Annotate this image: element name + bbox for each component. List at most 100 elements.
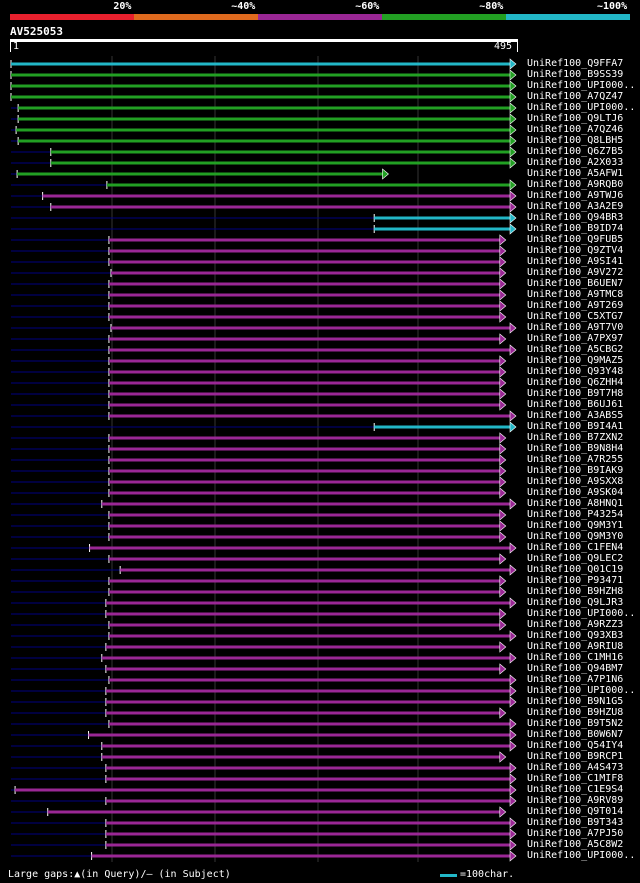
hit-label[interactable]: UniRef100_A9RZZ3: [527, 619, 624, 630]
hit-label[interactable]: UniRef100_UPI000..: [527, 80, 636, 91]
hit-label[interactable]: UniRef100_UPI000..: [527, 102, 636, 113]
hit-label[interactable]: UniRef100_Q93XB3: [527, 630, 624, 641]
hit-label[interactable]: UniRef100_B6UEN7: [527, 278, 624, 289]
hit-label[interactable]: UniRef100_B9SS39: [527, 69, 624, 80]
hit-label[interactable]: UniRef100_B9N1G5: [527, 696, 624, 707]
alignment-bar: [108, 469, 501, 473]
hit-label[interactable]: UniRef100_A9TMC8: [527, 289, 624, 300]
hit-label[interactable]: UniRef100_Q8LBH5: [527, 135, 624, 146]
hit-label[interactable]: UniRef100_B9IAK9: [527, 465, 624, 476]
alignment-arrow: [499, 234, 507, 246]
hit-label[interactable]: UniRef100_A9SXX8: [527, 476, 624, 487]
hit-label[interactable]: UniRef100_A9RIU8: [527, 641, 624, 652]
hit-label[interactable]: UniRef100_B7ZXN2: [527, 432, 624, 443]
alignment-row: [11, 817, 517, 829]
hit-label[interactable]: UniRef100_A8HNQ1: [527, 498, 624, 509]
hit-label[interactable]: UniRef100_UPI000..: [527, 850, 636, 861]
alignment-bar: [108, 392, 501, 396]
alignment-bar: [18, 106, 512, 110]
hit-label[interactable]: UniRef100_Q9FUB5: [527, 234, 624, 245]
alignment-row: [11, 234, 507, 246]
hit-label[interactable]: UniRef100_A9T269: [527, 300, 624, 311]
hit-label[interactable]: UniRef100_A9TWJ6: [527, 190, 624, 201]
hit-label[interactable]: UniRef100_A7PJ50: [527, 828, 624, 839]
hit-label[interactable]: UniRef100_B9HZH8: [527, 586, 624, 597]
hit-label[interactable]: UniRef100_A9V272: [527, 267, 624, 278]
hit-label[interactable]: UniRef100_B9T7H8: [527, 388, 624, 399]
hit-label[interactable]: UniRef100_B0W6N7: [527, 729, 624, 740]
hit-label[interactable]: UniRef100_Q9MAZ5: [527, 355, 624, 366]
legend-label-2: ~60%: [355, 1, 380, 12]
hit-label[interactable]: UniRef100_Q01C19: [527, 564, 624, 575]
hit-label[interactable]: UniRef100_A3ABS5: [527, 410, 624, 421]
alignment-arrow: [499, 531, 507, 543]
hit-label[interactable]: UniRef100_Q9M3Y0: [527, 531, 624, 542]
alignment-row: [11, 751, 507, 763]
hit-label[interactable]: UniRef100_UPI000..: [527, 685, 636, 696]
hit-label[interactable]: UniRef100_Q9FFA7: [527, 58, 624, 69]
hit-label[interactable]: UniRef100_B9ID74: [527, 223, 624, 234]
hit-label[interactable]: UniRef100_Q94BM7: [527, 663, 624, 674]
hit-label[interactable]: UniRef100_Q94BR3: [527, 212, 624, 223]
alignment-row: [11, 223, 517, 235]
alignment-bar: [101, 656, 511, 660]
hit-label[interactable]: UniRef100_B9RCP1: [527, 751, 624, 762]
hit-label[interactable]: UniRef100_Q9LJR3: [527, 597, 624, 608]
hit-label[interactable]: UniRef100_Q6ZHH4: [527, 377, 624, 388]
alignment-arrow: [509, 817, 517, 829]
alignment-row: [11, 388, 507, 400]
hit-label[interactable]: UniRef100_C1FEN4: [527, 542, 624, 553]
hit-label[interactable]: UniRef100_B9N8H4: [527, 443, 624, 454]
hit-label[interactable]: UniRef100_A9SI41: [527, 256, 624, 267]
alignment-row: [11, 113, 517, 125]
hit-label[interactable]: UniRef100_A7QZ47: [527, 91, 624, 102]
hit-label[interactable]: UniRef100_Q9T014: [527, 806, 624, 817]
hit-label[interactable]: UniRef100_A7P1N6: [527, 674, 624, 685]
hit-label[interactable]: UniRef100_A9T7V0: [527, 322, 624, 333]
hit-label[interactable]: UniRef100_P43254: [527, 509, 624, 520]
hit-label[interactable]: UniRef100_A7PX97: [527, 333, 624, 344]
hit-label[interactable]: UniRef100_B9I4A1: [527, 421, 624, 432]
hit-label[interactable]: UniRef100_A2X033: [527, 157, 624, 168]
hit-label[interactable]: UniRef100_B9T343: [527, 817, 624, 828]
hit-label[interactable]: UniRef100_C1MIF8: [527, 773, 624, 784]
hit-label[interactable]: UniRef100_P93471: [527, 575, 624, 586]
hit-label[interactable]: UniRef100_A7QZ46: [527, 124, 624, 135]
alignment-bar: [108, 579, 501, 583]
hit-label[interactable]: UniRef100_A3A2E9: [527, 201, 624, 212]
hit-label[interactable]: UniRef100_A5CBG2: [527, 344, 624, 355]
hit-label[interactable]: UniRef100_A9SK04: [527, 487, 624, 498]
hit-label[interactable]: UniRef100_C1E9S4: [527, 784, 624, 795]
alignment-bar: [91, 854, 512, 858]
legend-label-4: ~100%: [597, 1, 628, 12]
hit-label[interactable]: UniRef100_Q54IY4: [527, 740, 624, 751]
alignment-bar: [108, 304, 501, 308]
hit-label[interactable]: UniRef100_A9RV89: [527, 795, 624, 806]
hit-label[interactable]: UniRef100_Q9LTJ6: [527, 113, 624, 124]
alignment-arrow: [509, 762, 517, 774]
alignment-row: [11, 333, 507, 345]
hit-label[interactable]: UniRef100_Q6Z7B5: [527, 146, 624, 157]
hit-label[interactable]: UniRef100_Q9LEC2: [527, 553, 624, 564]
hit-label[interactable]: UniRef100_Q9ZTV4: [527, 245, 624, 256]
alignment-bar: [15, 788, 512, 792]
alignment-arrow: [509, 58, 517, 70]
scale-label: =100char.: [460, 869, 515, 880]
hit-label[interactable]: UniRef100_A4S473: [527, 762, 624, 773]
hit-label[interactable]: UniRef100_B6UJ61: [527, 399, 624, 410]
alignment-bar: [108, 337, 501, 341]
hit-label[interactable]: UniRef100_C1MH16: [527, 652, 624, 663]
hit-label[interactable]: UniRef100_A5C8W2: [527, 839, 624, 850]
hit-label[interactable]: UniRef100_A5AFW1: [527, 168, 624, 179]
hit-label[interactable]: UniRef100_C5XTG7: [527, 311, 624, 322]
alignment-arrow: [499, 553, 507, 565]
hit-label[interactable]: UniRef100_B9HZU8: [527, 707, 624, 718]
alignment-row: [11, 531, 507, 543]
alignment-row: [11, 102, 517, 114]
hit-label[interactable]: UniRef100_A7R255: [527, 454, 624, 465]
hit-label[interactable]: UniRef100_Q9M3Y1: [527, 520, 624, 531]
hit-label[interactable]: UniRef100_UPI000..: [527, 608, 636, 619]
hit-label[interactable]: UniRef100_A9RQB0: [527, 179, 624, 190]
hit-label[interactable]: UniRef100_B9T5N2: [527, 718, 624, 729]
hit-label[interactable]: UniRef100_Q93Y48: [527, 366, 624, 377]
